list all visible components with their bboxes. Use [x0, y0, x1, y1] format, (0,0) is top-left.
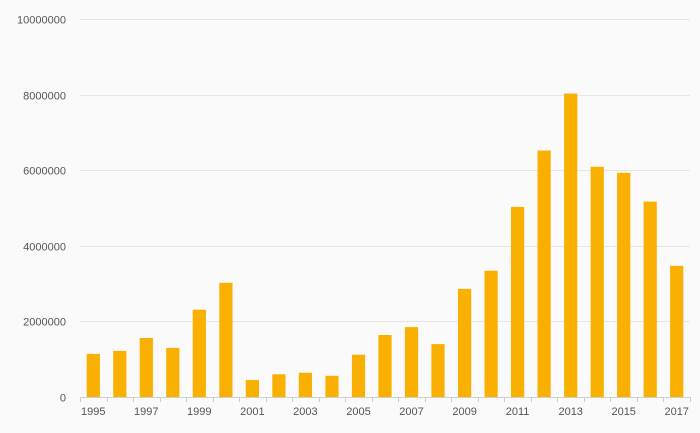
bar-1996 [113, 350, 127, 397]
bar-1998 [166, 347, 180, 397]
bar-1999 [192, 309, 206, 397]
x-tick-label: 2015 [611, 406, 635, 418]
bar-2017 [670, 265, 684, 397]
bar-1995 [86, 353, 100, 397]
y-tick-label: 0 [60, 393, 66, 405]
bar-2004 [325, 375, 339, 397]
bar-2014 [590, 166, 604, 397]
y-tick-label: 8000000 [23, 91, 66, 103]
x-tick-label: 2005 [346, 406, 370, 418]
x-tick-label: 2001 [240, 406, 264, 418]
bar-2008 [431, 344, 445, 397]
bar-2013 [564, 93, 578, 397]
y-tick-label: 4000000 [23, 242, 66, 254]
bar-2006 [378, 335, 392, 397]
y-tick-label: 6000000 [23, 166, 66, 178]
bar-2012 [537, 150, 551, 397]
bar-2010 [484, 270, 498, 397]
x-tick-label: 1995 [81, 406, 105, 418]
bar-2001 [245, 380, 259, 397]
x-tick-label: 1999 [187, 406, 211, 418]
bar-2007 [404, 327, 419, 397]
bar-2000 [219, 282, 233, 397]
y-tick-label: 10000000 [17, 15, 66, 27]
y-axis: 0 2000000 4000000 6000000 8000000 10000000 [17, 15, 66, 405]
x-tick-label: 2007 [399, 406, 423, 418]
bar-2002 [272, 374, 286, 397]
bar-1997 [139, 338, 153, 397]
x-tick-label: 1997 [134, 406, 158, 418]
bar-2003 [298, 372, 312, 397]
bar-2005 [351, 354, 366, 397]
x-tick-label: 2017 [664, 406, 688, 418]
x-tick-label: 2009 [452, 406, 476, 418]
x-tick-label: 2011 [506, 406, 530, 418]
grid-layer [80, 19, 690, 322]
bar-2016 [643, 201, 657, 397]
bar-2011 [511, 206, 525, 397]
x-tick-label: 2013 [558, 406, 582, 418]
bar-2009 [458, 288, 472, 397]
bar-series [86, 93, 684, 397]
bar-2015 [617, 172, 631, 397]
y-tick-label: 2000000 [23, 317, 66, 329]
x-axis: 1995 1997 1999 2001 2003 2005 2007 2009 2011 2013… [80, 397, 691, 418]
x-tick-label: 2003 [293, 406, 317, 418]
